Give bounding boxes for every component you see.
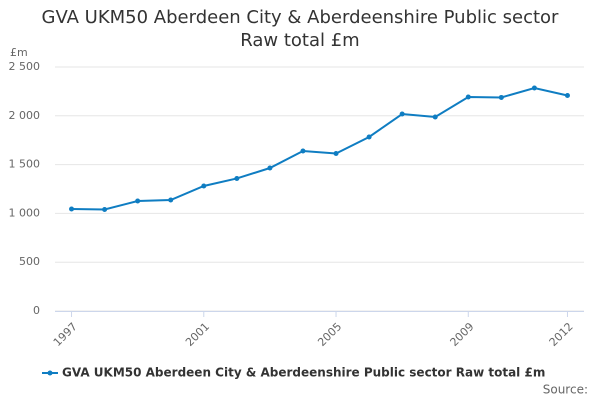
point — [564, 92, 570, 98]
point — [531, 85, 537, 91]
point — [102, 206, 108, 212]
line — [71, 86, 568, 211]
y-tick-label: 2 000 — [9, 109, 41, 122]
y-tick-label: 1 500 — [9, 158, 41, 171]
legend-label: GVA UKM50 Aberdeen City & Aberdeenshire … — [62, 366, 545, 380]
point — [201, 183, 207, 189]
y-tick-label: 1 000 — [9, 206, 41, 219]
source: Source: — [543, 383, 588, 397]
chart-title: GVA UKM50 Aberdeen City & Aberdeenshire … — [41, 7, 559, 51]
point — [300, 148, 306, 154]
x-tick-label: 2012 — [547, 320, 576, 349]
legend-marker — [47, 370, 53, 376]
point — [69, 206, 75, 212]
x-tick-label: 2005 — [315, 320, 344, 349]
point — [234, 175, 240, 181]
point — [498, 94, 504, 100]
point — [366, 134, 372, 140]
y-tick-label: 0 — [33, 304, 40, 317]
y-tick-label: 2 500 — [9, 60, 41, 73]
point — [465, 94, 471, 100]
point — [399, 111, 405, 117]
y-axis-label: £m — [10, 46, 28, 59]
point — [267, 165, 273, 171]
point — [333, 150, 339, 156]
x-tick-label: 2001 — [183, 320, 212, 349]
point — [168, 197, 174, 203]
x-tick-label: 2009 — [448, 320, 477, 349]
x-tick-label: 1997 — [51, 320, 80, 349]
point — [135, 198, 141, 204]
point — [432, 114, 438, 120]
y-tick-label: 500 — [19, 255, 40, 268]
